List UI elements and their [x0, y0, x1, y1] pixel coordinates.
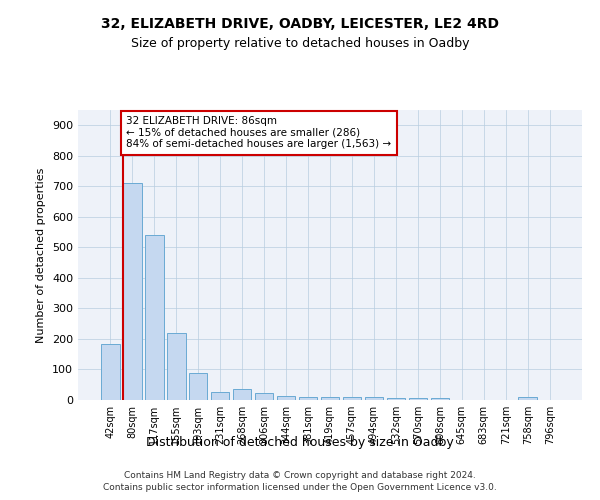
Bar	[123, 184, 142, 400]
Bar	[277, 396, 295, 400]
Bar	[365, 397, 383, 400]
Bar	[189, 372, 208, 400]
Bar	[299, 397, 317, 400]
Bar	[167, 333, 185, 400]
Bar	[211, 392, 229, 400]
Bar	[233, 389, 251, 400]
Bar	[101, 344, 119, 400]
Y-axis label: Number of detached properties: Number of detached properties	[37, 168, 46, 342]
Bar	[431, 398, 449, 400]
Text: 32, ELIZABETH DRIVE, OADBY, LEICESTER, LE2 4RD: 32, ELIZABETH DRIVE, OADBY, LEICESTER, L…	[101, 18, 499, 32]
Bar	[386, 398, 405, 400]
Text: Size of property relative to detached houses in Oadby: Size of property relative to detached ho…	[131, 38, 469, 51]
Text: 32 ELIZABETH DRIVE: 86sqm
← 15% of detached houses are smaller (286)
84% of semi: 32 ELIZABETH DRIVE: 86sqm ← 15% of detac…	[126, 116, 391, 150]
Bar	[343, 397, 361, 400]
Bar	[145, 235, 164, 400]
Bar	[409, 398, 427, 400]
Bar	[518, 398, 537, 400]
Text: Distribution of detached houses by size in Oadby: Distribution of detached houses by size …	[146, 436, 454, 449]
Bar	[255, 394, 274, 400]
Text: Contains HM Land Registry data © Crown copyright and database right 2024.: Contains HM Land Registry data © Crown c…	[124, 471, 476, 480]
Text: Contains public sector information licensed under the Open Government Licence v3: Contains public sector information licen…	[103, 484, 497, 492]
Bar	[320, 397, 340, 400]
